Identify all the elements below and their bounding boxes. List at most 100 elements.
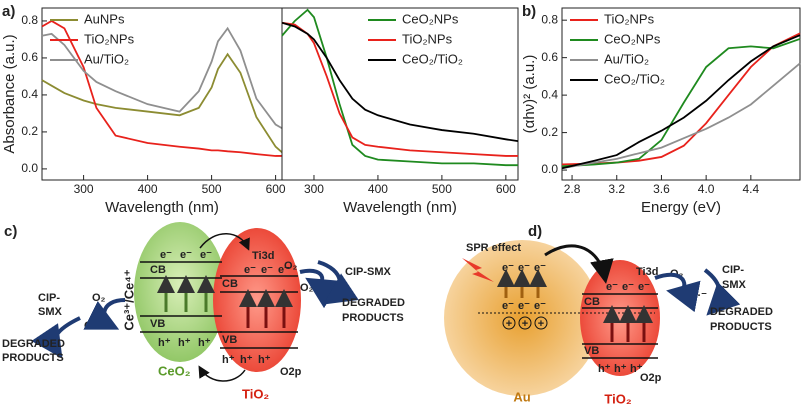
y-tick-label: 0.6: [541, 50, 558, 64]
reaction-arrow: [83, 298, 126, 330]
y-tick-label: 0.4: [541, 87, 558, 101]
electron: e⁻: [534, 300, 546, 312]
spr-label: SPR effect: [466, 242, 521, 254]
panel-label: d): [528, 223, 542, 240]
plot-frame: [41, 7, 283, 181]
x-tick-label: 600: [266, 182, 286, 196]
excitation-arrows: [603, 305, 653, 342]
y-tick-label: 0.8: [21, 13, 38, 27]
transfer-arrow: [544, 244, 614, 284]
charge-circle: [518, 316, 532, 330]
electron: e⁻: [200, 249, 212, 261]
y-tick-label: 0.0: [21, 161, 38, 175]
level-label: O2p: [640, 372, 662, 384]
electron: e⁻: [502, 300, 514, 312]
excitation-arrows: [239, 289, 293, 328]
tio2-name: TiO₂: [604, 391, 631, 406]
pollutant: CIP-: [38, 292, 60, 304]
x-tick-label: 500: [202, 182, 222, 196]
x-tick-label: 600: [496, 182, 516, 196]
hole: h⁺: [178, 337, 191, 349]
legend-label: TiO₂NPs: [604, 11, 655, 26]
products: PRODUCTS: [342, 312, 404, 324]
electron: e⁻: [606, 281, 618, 293]
ceo2-name: CeO₂: [158, 363, 191, 378]
hole: h⁺: [598, 363, 611, 375]
legend-label: Au/TiO₂: [84, 51, 129, 66]
products: PRODUCTS: [2, 352, 64, 364]
series-line: [281, 21, 519, 143]
x-tick-label: 400: [138, 182, 158, 196]
legend-label: AuNPs: [84, 11, 125, 26]
series-line: [41, 19, 282, 157]
excitation-arrows: [497, 269, 547, 298]
transfer-arrow: [199, 233, 250, 251]
reaction-arrow: [654, 272, 701, 313]
radical: O₂·⁻: [684, 290, 707, 302]
reaction-arrow: [317, 260, 359, 305]
hole: h⁺: [614, 363, 627, 375]
cb-label: CB: [150, 264, 166, 276]
y-tick-label: 0.4: [21, 87, 38, 101]
series-line: [281, 8, 518, 167]
products: DEGRADED: [342, 297, 405, 309]
hole: h⁺: [222, 354, 235, 366]
light-icon: [462, 258, 494, 282]
charge: +: [522, 318, 528, 330]
series-line: [41, 52, 283, 153]
y-axis-label: (αhν)² (a.u.): [521, 55, 538, 134]
pollutant: SMX: [38, 306, 63, 318]
electron: e⁻: [622, 281, 634, 293]
plot-frame: [561, 7, 801, 181]
vb-label: VB: [222, 334, 237, 346]
reaction-arrow: [299, 268, 341, 309]
hole: h⁺: [158, 337, 171, 349]
hole: h⁺: [240, 354, 253, 366]
redox-couple: Ce³⁺/Ce⁴⁺: [121, 269, 136, 330]
x-tick-label: 2.8: [564, 182, 581, 196]
series-line: [561, 62, 801, 170]
series-line: [41, 26, 283, 129]
pollutant: CIP-: [722, 264, 744, 276]
y-tick-label: 0.6: [21, 50, 38, 64]
series-line: [561, 34, 801, 170]
pollutant: SMX: [722, 279, 747, 291]
vb-label: VB: [584, 345, 599, 357]
series-line: [561, 38, 801, 168]
legend-label: CeO₂/TiO₂: [402, 51, 463, 66]
legend-label: TiO₂NPs: [84, 31, 135, 46]
y-tick-label: 0.2: [21, 124, 38, 138]
electron: e⁻: [502, 262, 514, 274]
x-tick-label: 4.4: [742, 182, 759, 196]
panel-label: b): [522, 3, 536, 20]
legend-label: CeO₂/TiO₂: [604, 71, 665, 86]
x-tick-label: 300: [74, 182, 94, 196]
legend-label: CeO₂NPs: [604, 31, 661, 46]
legend-label: CeO₂NPs: [402, 11, 459, 26]
pollutant: CIP-SMX: [345, 266, 392, 278]
electron: e⁻: [534, 262, 546, 274]
x-tick-label: 500: [432, 182, 452, 196]
level-label: Ti3d: [636, 266, 658, 278]
reaction-arrow: [703, 268, 741, 316]
electron: e⁻: [180, 249, 192, 261]
level-label: Ti3d: [252, 250, 274, 262]
tio2-name: TiO₂: [242, 386, 269, 401]
products: DEGRADED: [710, 306, 773, 318]
electron: e⁻: [160, 249, 172, 261]
charge: +: [538, 318, 544, 330]
cb-label: CB: [222, 278, 238, 290]
panel-label: a): [2, 3, 15, 20]
transfer-arrow: [198, 365, 246, 382]
au-name: Au: [513, 389, 530, 404]
charge-circle: [502, 316, 516, 330]
charge-circle: [534, 316, 548, 330]
y-tick-label: 0.8: [541, 12, 558, 26]
electron: e⁻: [278, 264, 290, 276]
electron: e⁻: [261, 264, 273, 276]
legend-label: Au/TiO₂: [604, 51, 649, 66]
x-axis-label: Wavelength (nm): [343, 199, 457, 216]
x-axis-label: Wavelength (nm): [105, 199, 219, 216]
hole: h⁺: [258, 354, 271, 366]
